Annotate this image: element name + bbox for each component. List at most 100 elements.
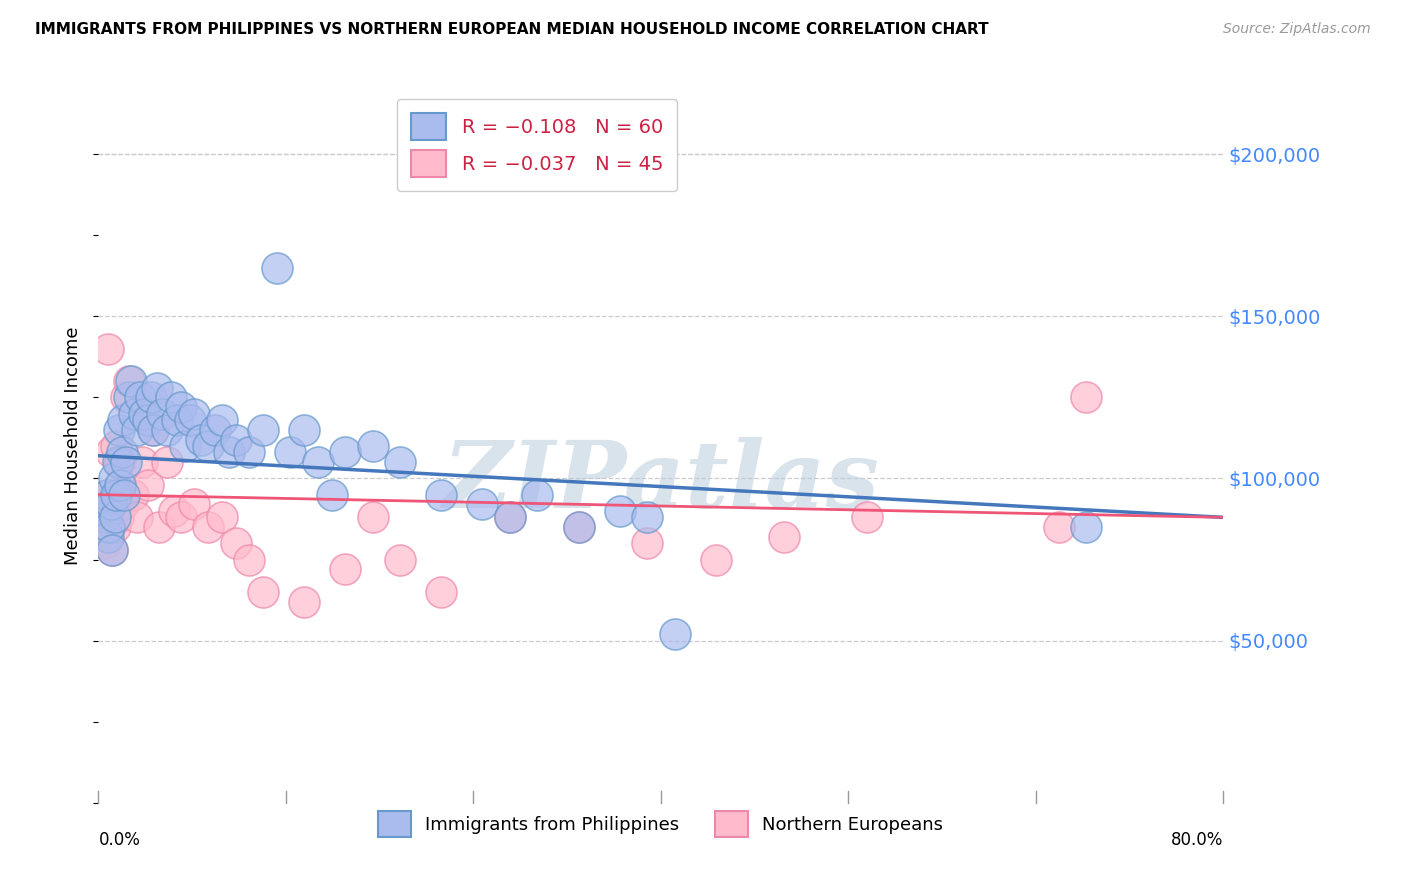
Point [136,478,159,492]
Point [156,423,179,437]
Point [183,407,205,421]
Point [855,510,877,524]
Point [499,510,522,524]
Point [108,488,131,502]
Point [156,455,179,469]
Point [292,595,315,609]
Point [252,423,274,437]
Point [361,510,384,524]
Point [111,445,134,459]
Point [499,510,522,524]
Point [117,374,139,388]
Point [1074,520,1097,534]
Point [179,413,201,427]
Legend: Immigrants from Philippines, Northern Europeans: Immigrants from Philippines, Northern Eu… [371,804,950,844]
Point [100,445,122,459]
Point [96,488,118,502]
Point [211,413,233,427]
Point [125,423,148,437]
Point [197,439,219,453]
Point [204,423,226,437]
Point [335,445,357,459]
Point [567,520,589,534]
Point [101,542,124,557]
Point [125,510,148,524]
Point [430,585,453,599]
Point [105,439,128,453]
Point [115,390,138,404]
Point [120,374,142,388]
Point [97,342,120,356]
Point [148,520,170,534]
Point [526,488,548,502]
Text: IMMIGRANTS FROM PHILIPPINES VS NORTHERN EUROPEAN MEDIAN HOUSEHOLD INCOME CORRELA: IMMIGRANTS FROM PHILIPPINES VS NORTHERN … [35,22,988,37]
Point [128,390,150,404]
Point [131,455,153,469]
Point [110,455,132,469]
Point [91,504,114,518]
Point [636,536,658,550]
Point [361,439,384,453]
Point [1074,390,1097,404]
Y-axis label: Median Household Income: Median Household Income [65,326,83,566]
Point [112,413,135,427]
Point [122,407,145,421]
Point [103,504,125,518]
Point [98,520,121,534]
Point [103,471,125,485]
Point [166,413,188,427]
Point [567,520,589,534]
Point [97,530,120,544]
Point [238,552,260,566]
Point [108,423,131,437]
Point [664,627,686,641]
Point [471,497,494,511]
Point [704,552,727,566]
Point [104,520,127,534]
Point [104,510,127,524]
Point [292,423,315,437]
Point [160,390,183,404]
Point [142,423,165,437]
Point [150,407,173,421]
Point [117,390,139,404]
Point [98,520,121,534]
Point [170,400,193,414]
Point [132,407,155,421]
Point [225,536,247,550]
Point [266,260,288,275]
Point [96,488,118,502]
Point [252,585,274,599]
Point [225,433,247,447]
Point [94,510,117,524]
Point [142,423,165,437]
Point [107,455,129,469]
Point [636,510,658,524]
Point [93,497,115,511]
Point [91,510,114,524]
Point [94,536,117,550]
Point [197,520,219,534]
Point [280,445,302,459]
Point [183,497,205,511]
Point [170,510,193,524]
Point [100,497,122,511]
Point [110,478,132,492]
Point [430,488,453,502]
Point [114,488,136,502]
Point [389,455,412,469]
Point [173,439,195,453]
Point [307,455,329,469]
Point [1047,520,1070,534]
Point [146,381,169,395]
Point [335,562,357,576]
Point [773,530,796,544]
Point [218,445,240,459]
Point [107,510,129,524]
Point [112,497,135,511]
Point [190,433,212,447]
Point [609,504,631,518]
Point [121,488,143,502]
Point [211,510,233,524]
Point [105,488,128,502]
